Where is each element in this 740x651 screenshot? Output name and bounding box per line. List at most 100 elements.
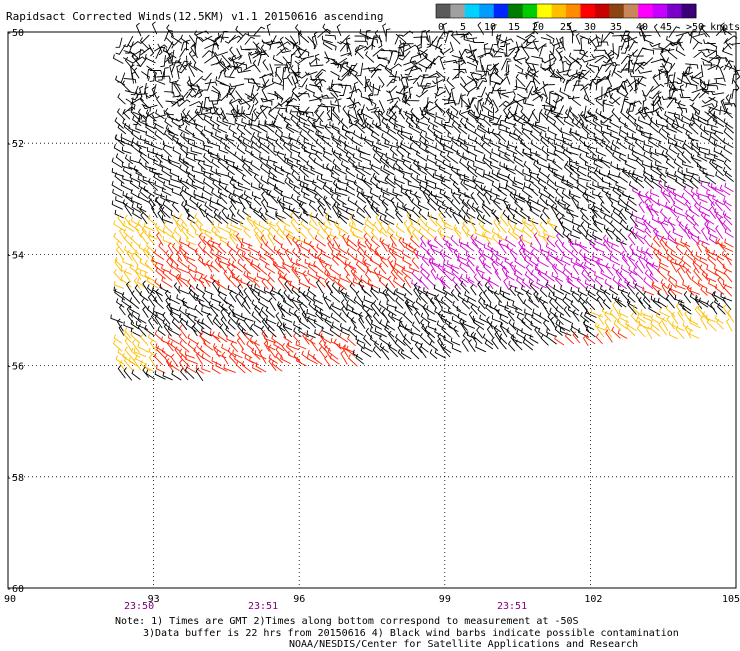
wind-barb	[223, 269, 231, 281]
wind-barb	[237, 283, 244, 296]
wind-barb	[268, 110, 277, 121]
wind-barb	[273, 340, 285, 352]
wind-barb	[682, 66, 693, 77]
wind-barb	[564, 204, 574, 212]
wind-barb	[417, 161, 428, 171]
wind-barb	[467, 276, 478, 288]
wind-barb	[624, 159, 637, 170]
longitude-labels: 90 93 96 99 102 105	[4, 594, 740, 605]
wind-barb	[395, 270, 405, 283]
wind-barb	[725, 318, 733, 332]
wind-barb	[419, 107, 425, 120]
wind-barb	[254, 283, 267, 294]
wind-barb	[652, 74, 659, 86]
wind-barb	[395, 333, 406, 346]
lon-label: 102	[584, 594, 602, 605]
wind-barb	[624, 206, 635, 217]
wind-barb	[254, 231, 262, 246]
wind-barb	[403, 274, 412, 289]
wind-barb	[513, 115, 526, 126]
wind-barb	[531, 123, 542, 135]
wind-barb	[398, 108, 406, 120]
wind-barb	[677, 71, 685, 84]
wind-barb	[710, 90, 725, 96]
wind-barb	[662, 190, 671, 204]
wind-barb	[456, 149, 468, 161]
wind-barb	[360, 108, 373, 120]
wind-barb	[210, 294, 222, 304]
wind-barb	[635, 231, 645, 245]
wind-barb	[555, 255, 564, 266]
wind-barb	[489, 195, 501, 205]
wind-barb	[137, 342, 149, 353]
wind-barb	[534, 265, 547, 276]
wind-barb	[442, 22, 448, 36]
wind-barb	[200, 105, 212, 110]
wind-barb	[219, 236, 230, 246]
wind-barb	[596, 295, 605, 310]
wind-barb	[318, 339, 326, 351]
wind-barb	[505, 271, 515, 281]
wind-barb	[147, 294, 156, 308]
wind-barb	[147, 305, 156, 317]
wind-barb	[571, 291, 580, 303]
wind-barb	[557, 199, 566, 211]
wind-barb	[371, 141, 382, 151]
wind-barb	[493, 290, 503, 303]
wind-barb	[290, 218, 299, 233]
wind-barb	[498, 139, 510, 149]
wind-barb	[598, 169, 611, 179]
wind-barb	[665, 304, 676, 318]
wind-barb	[393, 124, 403, 134]
wind-barb	[459, 242, 469, 253]
wind-barb	[489, 72, 494, 86]
wind-barb	[462, 331, 470, 343]
wind-barb	[308, 62, 324, 67]
wind-barb	[523, 256, 534, 267]
wind-barb	[236, 48, 242, 61]
wind-barb	[509, 248, 517, 261]
wind-barb	[156, 95, 164, 109]
wind-barb	[716, 318, 724, 330]
wind-barb	[723, 145, 733, 155]
wind-barb	[273, 147, 285, 156]
wind-barb	[709, 132, 719, 142]
wind-barb	[314, 121, 325, 129]
wind-barb	[463, 173, 476, 183]
wind-barb	[363, 226, 372, 239]
wind-barb	[177, 57, 187, 71]
wind-barb	[620, 30, 630, 42]
wind-barb	[121, 292, 133, 304]
wind-barb	[254, 305, 262, 316]
wind-barb	[492, 210, 501, 224]
wind-barb	[388, 90, 394, 104]
wind-barb	[714, 268, 725, 282]
wind-barb	[627, 114, 637, 127]
wind-barb	[397, 324, 405, 338]
wind-barb	[642, 160, 652, 168]
wind-barb	[554, 92, 563, 102]
wind-barb	[457, 123, 468, 135]
wind-barb	[284, 177, 293, 189]
wind-barb	[514, 165, 524, 176]
wind-barb	[251, 191, 262, 200]
wind-barb	[253, 173, 262, 185]
wind-barb	[314, 53, 320, 65]
wind-barb	[215, 361, 228, 372]
wind-barb	[370, 131, 381, 142]
wind-barb	[714, 77, 726, 82]
wind-barb	[626, 132, 637, 141]
wind-barb	[307, 116, 317, 129]
wind-barb	[214, 36, 220, 50]
wind-barb	[315, 138, 326, 151]
wind-barb	[194, 88, 204, 98]
wind-barb	[620, 289, 631, 303]
wind-barb	[311, 121, 323, 134]
wind-barb	[195, 267, 205, 276]
wind-barb	[704, 126, 716, 135]
wind-barb	[262, 59, 269, 71]
wind-barb	[419, 136, 429, 148]
wind-barb	[168, 51, 174, 66]
wind-barb	[359, 152, 371, 162]
wind-barb	[474, 145, 484, 154]
